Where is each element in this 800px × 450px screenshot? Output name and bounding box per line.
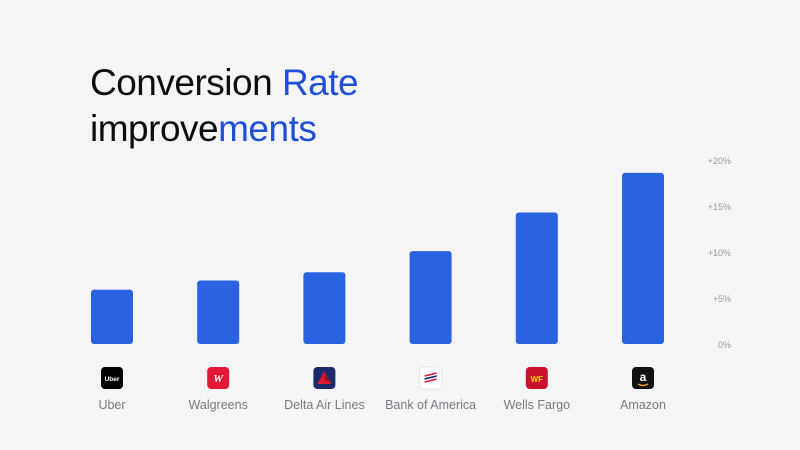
bar-amazon xyxy=(622,172,664,344)
delta-logo-icon xyxy=(313,367,336,389)
wells-fargo-logo-icon: WF xyxy=(525,367,548,389)
svg-text:W: W xyxy=(213,373,224,385)
bar-bank-of-america xyxy=(409,251,452,344)
title-text-rate: Rate xyxy=(281,62,359,103)
y-tick-label: 0% xyxy=(718,340,731,350)
bar-uber xyxy=(91,289,133,344)
category-label: Wells Fargo xyxy=(504,398,571,412)
title-text-ments: ments xyxy=(218,108,317,149)
svg-text:Uber: Uber xyxy=(105,376,120,383)
bar-delta-air-lines xyxy=(303,272,346,344)
category-label: Amazon xyxy=(620,398,666,412)
category-label: Delta Air Lines xyxy=(284,398,365,412)
category-label: Walgreens xyxy=(189,398,248,412)
title-text-conversion: Conversion xyxy=(90,62,282,103)
svg-text:WF: WF xyxy=(531,375,544,384)
title-line-1: Conversion Rate xyxy=(90,60,359,106)
bar-walgreens xyxy=(197,280,240,344)
bar-wells-fargo xyxy=(515,212,558,344)
uber-logo-icon: Uber xyxy=(101,367,123,389)
y-tick-label: +10% xyxy=(708,248,731,258)
y-tick-label: +20% xyxy=(708,156,731,166)
category-label: Bank of America xyxy=(385,398,476,412)
title-text-improve: improve xyxy=(90,108,219,149)
title-line-2: improvements xyxy=(90,106,358,152)
chart-title: Conversion Rate improvements xyxy=(90,60,359,152)
y-tick-label: +5% xyxy=(713,294,731,304)
walgreens-logo-icon: W xyxy=(207,367,230,389)
amazon-logo-icon: a xyxy=(632,367,654,389)
svg-text:a: a xyxy=(640,370,647,384)
y-tick-label: +15% xyxy=(708,202,731,212)
bank-of-america-logo-icon xyxy=(419,366,443,390)
category-label: Uber xyxy=(98,398,125,412)
